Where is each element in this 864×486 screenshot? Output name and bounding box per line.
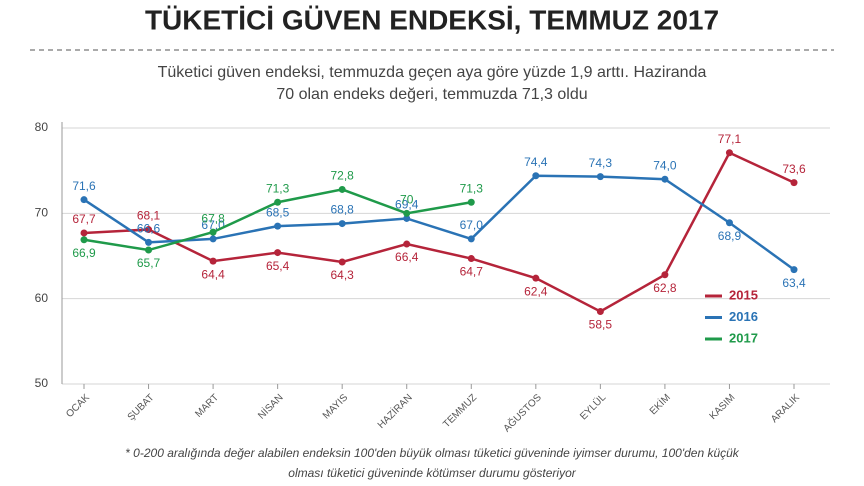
- point: [274, 198, 282, 206]
- data-label: 68,9: [718, 229, 742, 243]
- point: [338, 220, 346, 228]
- data-label: 63,4: [782, 276, 806, 290]
- y-tick-label: 70: [35, 206, 49, 220]
- point: [467, 255, 475, 263]
- data-label: 62,8: [653, 281, 677, 295]
- data-label: 67,8: [201, 211, 225, 225]
- x-tick-label: MART: [193, 392, 221, 420]
- data-label: 70: [400, 193, 414, 207]
- data-label: 68,8: [331, 203, 355, 217]
- data-label: 58,5: [589, 318, 613, 332]
- point: [532, 172, 540, 180]
- y-tick-label: 50: [35, 376, 49, 390]
- subtitle: Tüketici güven endeksi, temmuzda geçen a…: [158, 64, 707, 81]
- data-label: 66,6: [137, 222, 161, 236]
- data-label: 73,6: [782, 162, 806, 176]
- data-label: 65,4: [266, 259, 290, 273]
- point: [80, 236, 88, 244]
- data-label: 67,7: [72, 212, 96, 226]
- point: [338, 185, 346, 193]
- legend-label: 2015: [729, 287, 758, 302]
- point: [725, 219, 733, 227]
- data-label: 77,1: [718, 132, 742, 146]
- data-label: 72,8: [331, 169, 355, 183]
- data-label: 68,5: [266, 205, 290, 219]
- point: [725, 149, 733, 157]
- data-label: 74,3: [589, 156, 613, 170]
- data-label: 66,4: [395, 250, 419, 264]
- x-tick-label: KASIM: [708, 392, 738, 422]
- point: [403, 209, 411, 217]
- chart-title: TÜKETİCİ GÜVEN ENDEKSİ, TEMMUZ 2017: [145, 4, 719, 35]
- y-tick-label: 60: [35, 291, 49, 305]
- point: [403, 240, 411, 248]
- legend-label: 2016: [729, 309, 758, 324]
- point: [403, 214, 411, 222]
- footnote: olması tüketici güveninde kötümser durum…: [288, 466, 576, 480]
- point: [790, 266, 798, 274]
- point: [467, 198, 475, 206]
- point: [467, 235, 475, 243]
- point: [80, 229, 88, 237]
- data-label: 74,4: [524, 155, 548, 169]
- point: [145, 246, 153, 254]
- data-label: 71,6: [72, 179, 96, 193]
- x-tick-label: HAZİRAN: [374, 391, 414, 431]
- legend-label: 2017: [729, 330, 758, 345]
- series-line: [83, 174, 795, 271]
- x-tick-label: ARALIK: [769, 392, 802, 425]
- data-label: 68,1: [137, 209, 161, 223]
- point: [209, 228, 217, 236]
- subtitle: 70 olan endeks değeri, temmuzda 71,3 old…: [276, 86, 587, 103]
- point: [274, 222, 282, 230]
- data-label: 65,7: [137, 256, 161, 270]
- y-tick-label: 80: [35, 120, 49, 134]
- x-tick-label: NİSAN: [255, 391, 286, 422]
- x-tick-label: TEMMUZ: [441, 392, 479, 430]
- series-line: [83, 151, 795, 313]
- data-label: 71,3: [460, 181, 484, 195]
- data-label: 71,3: [266, 181, 290, 195]
- data-label: 62,4: [524, 284, 548, 298]
- point: [532, 274, 540, 282]
- point: [80, 196, 88, 204]
- point: [661, 271, 669, 279]
- x-tick-label: OCAK: [64, 392, 92, 420]
- point: [338, 258, 346, 266]
- data-label: 74,0: [653, 158, 677, 172]
- data-label: 64,4: [201, 267, 225, 281]
- footnote: * 0-200 aralığında değer alabilen endeks…: [125, 446, 740, 460]
- point: [596, 307, 604, 315]
- point: [661, 175, 669, 183]
- x-tick-label: ŞUBAT: [126, 392, 157, 423]
- point: [209, 257, 217, 265]
- x-tick-label: EKİM: [646, 391, 672, 417]
- data-label: 69,4: [395, 198, 419, 212]
- point: [209, 235, 217, 243]
- x-tick-label: MAYIS: [321, 392, 350, 421]
- point: [274, 249, 282, 257]
- point: [145, 238, 153, 246]
- point: [145, 226, 153, 234]
- data-label: 64,7: [460, 265, 484, 279]
- data-label: 67,0: [460, 218, 484, 232]
- data-label: 64,3: [331, 268, 355, 282]
- data-label: 66,9: [72, 246, 96, 260]
- point: [596, 173, 604, 181]
- x-tick-label: AĞUSTOS: [500, 391, 544, 435]
- x-tick-label: EYLÜL: [577, 391, 608, 422]
- point: [790, 179, 798, 187]
